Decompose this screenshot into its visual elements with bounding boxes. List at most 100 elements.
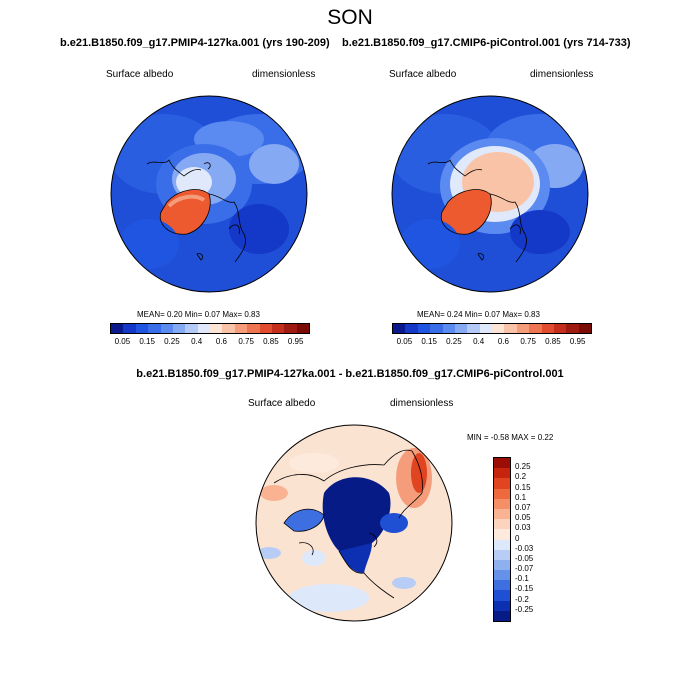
- colorbar-swatch: [494, 498, 510, 509]
- season-title: SON: [327, 6, 373, 29]
- colorbar-swatch: [160, 324, 173, 333]
- colorbar-tick-label: 0.05: [515, 513, 531, 523]
- colorbar-swatch: [210, 324, 223, 333]
- colorbar-swatch: [123, 324, 136, 333]
- colorbar-swatch: [494, 539, 510, 550]
- colorbar-tick-label: 0.75: [520, 337, 536, 346]
- colorbar-swatch: [247, 324, 260, 333]
- colorbar-tick-label: 0.85: [545, 337, 561, 346]
- colorbar-tick-label: 0.6: [497, 337, 509, 346]
- right-colorbar-labels: 0.05 0.15 0.25 0.4 0.6 0.75 0.85 0.95: [392, 337, 590, 349]
- colorbar-swatch: [454, 324, 468, 333]
- right-colorbar: [392, 323, 592, 334]
- left-panel-title: b.e21.B1850.f09_g17.PMIP4-127ka.001 (yrs…: [60, 37, 330, 49]
- colorbar-tick-label: 0.25: [446, 337, 462, 346]
- diff-variable-label: Surface albedo: [248, 398, 316, 409]
- colorbar-tick-label: 0.95: [287, 337, 304, 346]
- colorbar-swatch: [494, 519, 510, 530]
- colorbar-swatch: [197, 324, 210, 333]
- colorbar-tick-label: 0.15: [139, 337, 155, 346]
- colorbar-tick-label: 0.05: [114, 337, 131, 346]
- left-polar-map: [110, 95, 308, 293]
- colorbar-tick-label: -0.05: [515, 553, 534, 563]
- colorbar-swatch: [417, 324, 431, 333]
- colorbar-swatch: [541, 324, 554, 333]
- diff-colorbar-labels: 0.25 0.2 0.15 0.1 0.07 0.05 0.03 0 -0.03 -0.05 -0.…: [513, 457, 553, 620]
- colorbar-swatch: [148, 324, 161, 333]
- colorbar-swatch: [494, 559, 510, 571]
- colorbar-swatch: [111, 324, 124, 333]
- colorbar-swatch: [494, 468, 510, 479]
- right-polar-map: [391, 95, 589, 293]
- colorbar-swatch: [172, 324, 186, 333]
- colorbar-tick-label: 0.25: [164, 337, 180, 346]
- left-stats: MEAN= 0.20 Min= 0.07 Max= 0.83: [137, 310, 260, 319]
- colorbar-tick-label: 0.2: [515, 472, 527, 482]
- left-colorbar: [110, 323, 310, 334]
- colorbar-swatch: [566, 324, 579, 333]
- colorbar-swatch: [393, 324, 406, 333]
- left-colorbar-labels: 0.05 0.15 0.25 0.4 0.6 0.75 0.85 0.95: [110, 337, 308, 349]
- colorbar-swatch: [442, 324, 455, 333]
- colorbar-swatch: [494, 508, 510, 520]
- diff-polar-map: [255, 424, 453, 622]
- colorbar-swatch: [494, 610, 510, 621]
- colorbar-tick-label: 0.6: [215, 337, 227, 346]
- diff-units-label: dimensionless: [390, 398, 454, 409]
- diff-panel-title: b.e21.B1850.f09_g17.PMIP4-127ka.001 - b.…: [136, 368, 564, 380]
- colorbar-swatch: [494, 590, 510, 601]
- colorbar-tick-label: -0.07: [515, 564, 534, 574]
- colorbar-swatch: [516, 324, 530, 333]
- colorbar-tick-label: 0: [515, 533, 520, 543]
- colorbar-swatch: [467, 324, 480, 333]
- diff-stats: MIN = -0.58 MAX = 0.22: [467, 433, 554, 442]
- colorbar-swatch: [553, 324, 567, 333]
- colorbar-swatch: [494, 529, 510, 540]
- colorbar-tick-label: -0.1: [515, 574, 529, 584]
- colorbar-swatch: [504, 324, 517, 333]
- colorbar-tick-label: 0.4: [473, 337, 485, 346]
- colorbar-swatch: [430, 324, 443, 333]
- colorbar-swatch: [494, 570, 510, 581]
- colorbar-tick-label: -0.03: [515, 543, 534, 553]
- colorbar-swatch: [494, 458, 510, 469]
- colorbar-tick-label: 0.03: [515, 523, 531, 533]
- colorbar-swatch: [529, 324, 542, 333]
- colorbar-swatch: [185, 324, 198, 333]
- left-variable-label: Surface albedo: [106, 69, 174, 80]
- colorbar-tick-label: -0.2: [515, 594, 529, 604]
- colorbar-swatch: [479, 324, 492, 333]
- right-stats: MEAN= 0.24 Min= 0.07 Max= 0.83: [417, 310, 540, 319]
- colorbar-tick-label: 0.07: [515, 502, 531, 512]
- colorbar-tick-label: 0.05: [396, 337, 413, 346]
- colorbar-swatch: [492, 324, 505, 333]
- colorbar-swatch: [222, 324, 235, 333]
- colorbar-tick-label: 0.85: [263, 337, 279, 346]
- left-units-label: dimensionless: [252, 69, 316, 80]
- colorbar-swatch: [259, 324, 272, 333]
- colorbar-tick-label: 0.4: [191, 337, 203, 346]
- colorbar-swatch: [234, 324, 248, 333]
- colorbar-swatch: [494, 580, 510, 591]
- colorbar-tick-label: 0.15: [515, 482, 531, 492]
- colorbar-swatch: [405, 324, 418, 333]
- colorbar-tick-label: 0.15: [421, 337, 437, 346]
- right-variable-label: Surface albedo: [389, 69, 457, 80]
- colorbar-swatch: [494, 600, 510, 611]
- colorbar-tick-label: 0.95: [569, 337, 586, 346]
- colorbar-tick-label: 0.75: [238, 337, 254, 346]
- colorbar-tick-label: -0.15: [515, 584, 534, 594]
- colorbar-swatch: [135, 324, 149, 333]
- colorbar-swatch: [494, 488, 510, 499]
- colorbar-swatch: [271, 324, 285, 333]
- colorbar-swatch: [296, 324, 309, 333]
- colorbar-swatch: [284, 324, 297, 333]
- colorbar-tick-label: 0.1: [515, 492, 527, 502]
- diff-colorbar: [493, 457, 511, 622]
- colorbar-swatch: [494, 549, 510, 560]
- colorbar-swatch: [578, 324, 591, 333]
- right-panel-title: b.e21.B1850.f09_g17.CMIP6-piControl.001 …: [342, 37, 631, 49]
- colorbar-swatch: [494, 478, 510, 489]
- colorbar-tick-label: 0.25: [515, 462, 531, 472]
- right-units-label: dimensionless: [530, 69, 594, 80]
